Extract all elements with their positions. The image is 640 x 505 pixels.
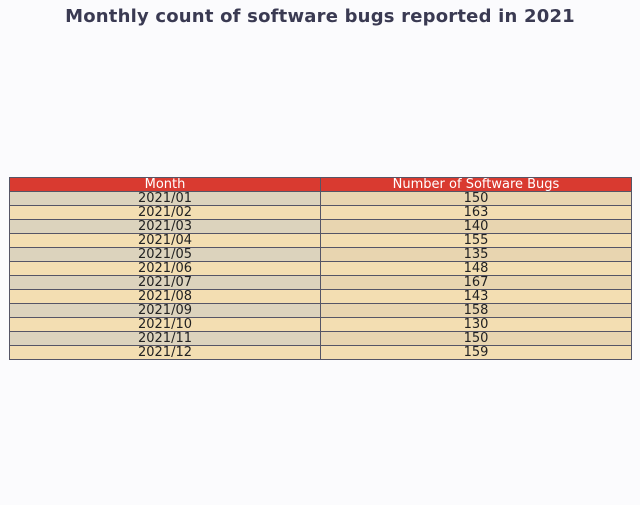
table-header-row: Month Number of Software Bugs <box>9 177 632 192</box>
chart-title: Monthly count of software bugs reported … <box>65 6 575 27</box>
month-cell: 2021/03 <box>9 219 321 234</box>
table-row: 2021/12 159 <box>9 345 632 360</box>
table-body: 2021/01 150 2021/02 163 2021/03 140 2021/04 155… <box>9 191 632 360</box>
bugs-table: Month Number of Software Bugs 2021/01 150… <box>9 177 632 360</box>
month-cell: 2021/09 <box>9 303 321 318</box>
table-row: 2021/11 150 <box>9 331 632 346</box>
bug-count-cell: 150 <box>320 331 632 346</box>
table-row: 2021/09 158 <box>9 303 632 318</box>
bug-count-cell: 158 <box>320 303 632 318</box>
month-cell: 2021/07 <box>9 275 321 290</box>
month-cell: 2021/08 <box>9 289 321 304</box>
table-row: 2021/05 135 <box>9 247 632 262</box>
table-row: 2021/03 140 <box>9 219 632 234</box>
bug-count-cell: 140 <box>320 219 632 234</box>
table-row: 2021/06 148 <box>9 261 632 276</box>
bug-count-cell: 159 <box>320 345 632 360</box>
month-cell: 2021/02 <box>9 205 321 220</box>
bug-count-cell: 167 <box>320 275 632 290</box>
month-cell: 2021/05 <box>9 247 321 262</box>
table-row: 2021/02 163 <box>9 205 632 220</box>
table-row: 2021/04 155 <box>9 233 632 248</box>
bug-count-cell: 148 <box>320 261 632 276</box>
month-cell: 2021/12 <box>9 345 321 360</box>
bug-count-cell: 163 <box>320 205 632 220</box>
month-cell: 2021/01 <box>9 191 321 206</box>
month-cell: 2021/10 <box>9 317 321 332</box>
column-header-month: Month <box>9 177 321 192</box>
bug-count-cell: 143 <box>320 289 632 304</box>
bug-count-cell: 155 <box>320 233 632 248</box>
table-row: 2021/01 150 <box>9 191 632 206</box>
table-row: 2021/07 167 <box>9 275 632 290</box>
month-cell: 2021/04 <box>9 233 321 248</box>
bug-count-cell: 135 <box>320 247 632 262</box>
bug-count-cell: 130 <box>320 317 632 332</box>
column-header-bugs: Number of Software Bugs <box>320 177 632 192</box>
table-row: 2021/10 130 <box>9 317 632 332</box>
table-row: 2021/08 143 <box>9 289 632 304</box>
month-cell: 2021/11 <box>9 331 321 346</box>
month-cell: 2021/06 <box>9 261 321 276</box>
bug-count-cell: 150 <box>320 191 632 206</box>
